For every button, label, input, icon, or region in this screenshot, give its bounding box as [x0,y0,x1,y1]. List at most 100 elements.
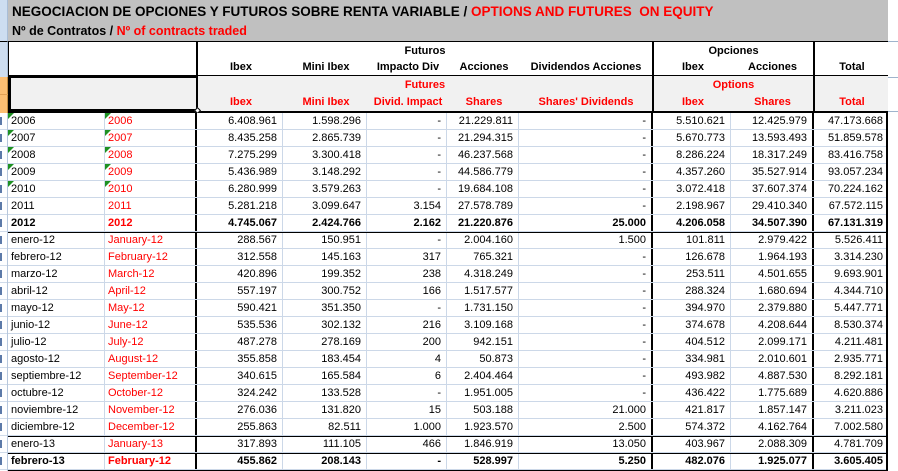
cell-futures-mini-ibex[interactable]: 131.820 [283,402,367,418]
cell-futures-dividendos[interactable]: - [519,368,653,384]
cell-futures-mini-ibex[interactable]: 145.163 [283,249,367,265]
header-group-options[interactable]: Options [654,76,815,93]
cell-options-ibex[interactable]: 8.286.224 [653,147,731,163]
cell-futures-mini-ibex[interactable]: 3.579.263 [283,181,367,197]
cell-total[interactable]: 4.781.709 [834,438,883,450]
cell-futures-ibex[interactable]: 420.896 [197,266,283,282]
header-col-divid-impact-en[interactable]: Divid. Impact [368,93,448,111]
cell-futures-dividendos[interactable]: - [519,300,653,316]
cell-futures-impacto-div[interactable]: - [367,147,447,163]
header-group-futuros[interactable]: Futuros [198,42,654,59]
header-col-shares-en[interactable]: Shares [448,93,520,111]
cell-futures-acciones[interactable]: 21.220.876 [447,215,519,231]
cell-period-en[interactable]: June-12 [105,317,197,333]
cell-options-acciones[interactable]: 34.507.390 [731,215,814,231]
cell-futures-acciones[interactable]: 4.318.249 [447,266,519,282]
cell-futures-dividendos[interactable]: - [519,181,653,197]
cell-options-ibex[interactable]: 4.357.260 [653,164,731,180]
cell-period-en[interactable]: 2009 [105,164,197,180]
cell-total[interactable]: 93.057.234 [827,166,883,178]
cell-futures-dividendos[interactable]: - [519,147,653,163]
cell-total[interactable]: 7.002.580 [834,421,883,433]
cell-period-en[interactable]: April-12 [105,283,197,299]
cell-futures-acciones[interactable]: 1.731.150 [447,300,519,316]
cell-period-es[interactable]: enero-12 [8,233,105,248]
cell-period-es[interactable]: mayo-12 [8,300,105,316]
header-col-futures-ibex-es[interactable]: Ibex [198,59,284,76]
cell-period-es[interactable]: enero-13 [8,437,105,452]
header-col-total-es[interactable]: Total [815,59,889,76]
cell-futures-ibex[interactable]: 312.558 [197,249,283,265]
cell-futures-mini-ibex[interactable]: 3.148.292 [283,164,367,180]
cell-options-ibex[interactable]: 334.981 [653,351,731,367]
cell-futures-acciones[interactable]: 2.004.160 [447,233,519,248]
cell-period-en[interactable]: January-13 [105,437,197,452]
cell-options-ibex[interactable]: 421.817 [653,402,731,418]
cell-options-ibex[interactable]: 101.811 [653,233,731,248]
cell-futures-ibex[interactable]: 255.863 [197,419,283,435]
cell-options-ibex[interactable]: 574.372 [653,419,731,435]
cell-options-acciones[interactable]: 4.501.655 [731,266,814,282]
cell-period-en[interactable]: 2007 [105,130,197,146]
cell-options-acciones[interactable]: 1.775.689 [731,385,814,401]
cell-futures-mini-ibex[interactable]: 278.169 [283,334,367,350]
cell-options-acciones[interactable]: 1.925.077 [731,454,814,469]
header-col-options-shares-en[interactable]: Shares [732,93,815,111]
cell-futures-impacto-div[interactable]: 216 [367,317,447,333]
cell-options-ibex[interactable]: 253.511 [653,266,731,282]
cell-period-en[interactable]: December-12 [105,419,197,435]
cell-futures-impacto-div[interactable]: 200 [367,334,447,350]
cell-options-ibex[interactable]: 403.967 [653,437,731,452]
cell-futures-mini-ibex[interactable]: 300.752 [283,283,367,299]
cell-futures-ibex[interactable]: 324.242 [197,385,283,401]
cell-futures-mini-ibex[interactable]: 183.454 [283,351,367,367]
cell-futures-ibex[interactable]: 288.567 [197,233,283,248]
cell-futures-impacto-div[interactable]: 238 [367,266,447,282]
cell-futures-mini-ibex[interactable]: 150.951 [283,233,367,248]
cell-total[interactable]: 51.859.578 [827,132,883,144]
header-col-acciones-es[interactable]: Acciones [448,59,520,76]
cell-options-ibex[interactable]: 394.970 [653,300,731,316]
cell-futures-ibex[interactable]: 355.858 [197,351,283,367]
cell-options-acciones[interactable]: 1.964.193 [731,249,814,265]
cell-futures-ibex[interactable]: 535.536 [197,317,283,333]
cell-futures-impacto-div[interactable]: 1.000 [367,419,447,435]
cell-futures-mini-ibex[interactable]: 3.300.418 [283,147,367,163]
cell-futures-dividendos[interactable]: - [519,249,653,265]
cell-options-ibex[interactable]: 4.206.058 [653,215,731,231]
cell-options-acciones[interactable]: 2.010.601 [731,351,814,367]
cell-futures-mini-ibex[interactable]: 3.099.647 [283,198,367,214]
cell-futures-ibex[interactable]: 7.275.299 [197,147,283,163]
cell-total[interactable]: 5.526.411 [834,234,883,246]
header-col-shares-dividends-en[interactable]: Shares' Dividends [520,93,654,111]
cell-futures-impacto-div[interactable]: - [367,130,447,146]
cell-futures-impacto-div[interactable]: 4 [367,351,447,367]
cell-total[interactable]: 4.620.886 [834,387,883,399]
cell-options-ibex[interactable]: 436.422 [653,385,731,401]
cell-futures-ibex[interactable]: 6.408.961 [197,113,283,129]
cell-futures-dividendos[interactable]: 2.500 [519,419,653,435]
cell-options-ibex[interactable]: 404.512 [653,334,731,350]
cell-period-es[interactable]: febrero-13 [8,454,105,469]
cell-futures-dividendos[interactable]: 21.000 [519,402,653,418]
cell-futures-ibex[interactable]: 8.435.258 [197,130,283,146]
cell-futures-ibex[interactable]: 5.436.989 [197,164,283,180]
cell-futures-acciones[interactable]: 21.294.315 [447,130,519,146]
cell-futures-mini-ibex[interactable]: 1.598.296 [283,113,367,129]
header-total-spacer-en[interactable] [815,76,889,93]
cell-options-ibex[interactable]: 126.678 [653,249,731,265]
cell-period-en[interactable]: October-12 [105,385,197,401]
cell-futures-impacto-div[interactable]: - [367,300,447,316]
cell-futures-ibex[interactable]: 557.197 [197,283,283,299]
cell-options-ibex[interactable]: 288.324 [653,283,731,299]
cell-options-acciones[interactable]: 1.857.147 [731,402,814,418]
cell-total[interactable]: 83.416.758 [827,149,883,161]
cell-futures-acciones[interactable]: 1.846.919 [447,437,519,452]
cell-period-es[interactable]: 2008 [8,147,105,163]
cell-period-es[interactable]: abril-12 [8,283,105,299]
cell-options-acciones[interactable]: 4.208.644 [731,317,814,333]
cell-period-es[interactable]: 2009 [8,164,105,180]
cell-futures-impacto-div[interactable]: 2.162 [367,215,447,231]
cell-futures-mini-ibex[interactable]: 2.865.739 [283,130,367,146]
cell-period-en[interactable]: November-12 [105,402,197,418]
